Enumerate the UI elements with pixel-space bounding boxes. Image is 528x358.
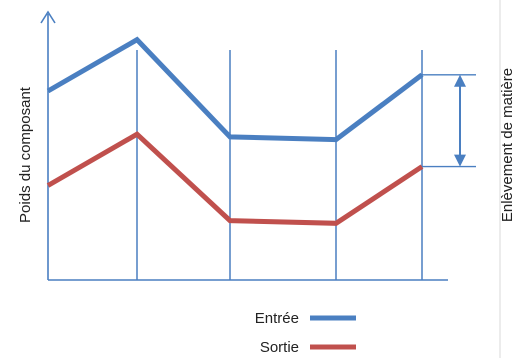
legend: Entrée Sortie (255, 310, 356, 356)
legend-label-1: Entrée (255, 310, 299, 327)
annotation-arrow-up-icon (454, 74, 466, 87)
annotation-arrow-down-icon (454, 154, 466, 167)
series-line-1 (46, 36, 424, 143)
series-line-2 (46, 131, 424, 226)
series-lines (46, 36, 424, 226)
annotation-group (422, 74, 476, 168)
legend-label-2: Sortie (260, 339, 299, 356)
annotation-label: Enlèvement de matière (499, 68, 516, 222)
y-axis-label: Poids du composant (17, 86, 34, 223)
gridlines (136, 50, 423, 280)
y-axis-arrow-icon (40, 10, 56, 24)
axes (40, 0, 501, 358)
